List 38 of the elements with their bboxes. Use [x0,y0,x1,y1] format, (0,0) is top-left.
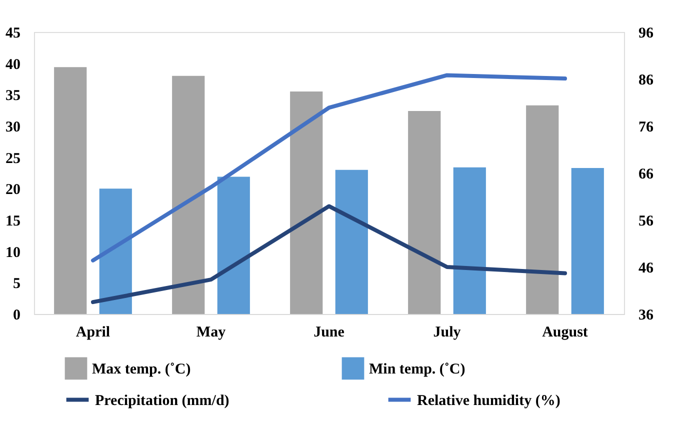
y-tick-label: 35 [6,88,20,104]
y-tick-label: 20 [6,182,20,198]
y2-tick-label: 36 [638,308,654,324]
x-tick-label: June [314,324,345,340]
legend-label: Max temp. (˚C) [92,361,191,378]
bar [526,105,559,314]
y-tick-label: 10 [6,244,20,261]
y-tick-label: 15 [6,214,20,230]
y-tick-label: 25 [6,150,20,167]
legend-label: Relative humidity (%) [417,392,560,409]
y2-tick-label: 56 [638,214,654,230]
legend-label: Precipitation (mm/d) [95,392,230,409]
y-tick-label: 5 [13,276,20,292]
bar [408,110,441,314]
legend-label: Min temp. (˚C) [369,361,466,378]
line-series [91,204,567,304]
y2-tick-label: 66 [638,166,654,182]
y-tick-label: 30 [6,120,20,136]
bar [172,76,205,314]
x-tick-label: July [433,324,462,340]
x-tick-label: August [542,324,588,340]
y-tick-label: 0 [13,308,20,324]
bar [54,67,87,314]
bar [217,176,250,314]
y2-tick-label: 86 [638,72,654,88]
y2-tick-label: 96 [638,26,654,42]
y-tick-label: 45 [6,26,20,42]
bar [335,170,368,314]
bar [571,168,604,314]
bar [99,188,132,314]
y2-tick-label: 76 [638,120,654,136]
line-series [91,73,567,262]
y-tick-label: 40 [6,56,20,73]
bar [453,167,486,314]
y2-tick-label: 46 [638,260,654,276]
x-tick-label: May [196,324,226,340]
x-tick-label: April [76,324,110,340]
bar [290,92,323,314]
